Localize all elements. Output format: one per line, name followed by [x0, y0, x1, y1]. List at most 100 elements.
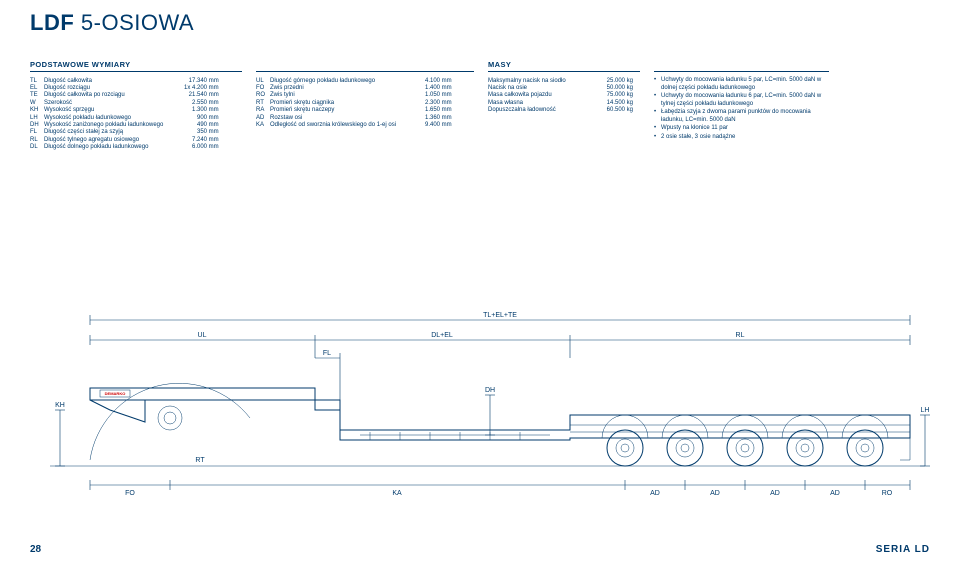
title-suffix: 5-OSIOWA: [81, 10, 194, 35]
dim-rl: RL: [736, 332, 745, 339]
table-row: Dopuszczalna ładowność60.500 kg: [488, 107, 633, 114]
series-label: SERIA LD: [876, 544, 930, 555]
spec-code: AD: [256, 114, 270, 121]
table-row: LHWysokość pokładu ładunkowego900 mm: [30, 114, 219, 121]
mass-value: 25.000 kg: [588, 77, 633, 84]
axle-group: [602, 415, 888, 466]
spec-code: DL: [30, 143, 44, 150]
table-row: FLDługość części stałej za szyją350 mm: [30, 129, 219, 136]
table-row: ROZwis tylni1.050 mm: [256, 92, 452, 99]
table-row: KHWysokość sprzęgu1.300 mm: [30, 107, 219, 114]
spec-value: 9.400 mm: [425, 121, 452, 128]
mass-value: 14.500 kg: [588, 99, 633, 106]
mass-label: Nacisk na osie: [488, 84, 588, 91]
dim-ad1: AD: [650, 490, 660, 497]
mass-value: 60.500 kg: [588, 107, 633, 114]
trailer-diagram: TL+EL+TE UL DL+EL RL FL DH DEMARKO: [30, 310, 930, 510]
spec-code: TL: [30, 77, 44, 84]
list-item: Uchwyty do mocowania ładunku 6 par, LC=m…: [654, 93, 829, 109]
mass-label: Maksymalny nacisk na siodło: [488, 77, 588, 84]
table-row: ADRozstaw osi1.360 mm: [256, 114, 452, 121]
dim-tl-el-te: TL+EL+TE: [483, 312, 517, 319]
spec-label: Wysokość zaniżonego pokładu ładunkowego: [44, 121, 184, 128]
logo-text: DEMARKO: [105, 391, 126, 396]
spec-label: Rozstaw osi: [270, 114, 425, 121]
spec-value: 17.340 mm: [184, 77, 219, 84]
spec-value: 900 mm: [184, 114, 219, 121]
spec-value: 7.240 mm: [184, 136, 219, 143]
dims-header: PODSTAWOWE WYMIARY: [30, 60, 242, 72]
spec-code: FO: [256, 84, 270, 91]
spec-value: 1x 4.200 mm: [184, 84, 219, 91]
table-row: KAOdległość od sworznia królewskiego do …: [256, 121, 452, 128]
table-row: RLDługość tylnego agregatu osiowego7.240…: [30, 136, 219, 143]
spec-label: Długość tylnego agregatu osiowego: [44, 136, 184, 143]
spec-label: Szerokość: [44, 99, 184, 106]
dims-mid-block: ULDługość górnego pokładu ładunkowego4.1…: [256, 60, 474, 151]
title-prefix: LDF: [30, 10, 74, 35]
spec-value: 1.300 mm: [184, 107, 219, 114]
features-list: Uchwyty do mocowania ładunku 5 par, LC=m…: [654, 77, 829, 141]
spec-label: Wysokość pokładu ładunkowego: [44, 114, 184, 121]
table-row: Masa całkowita pojazdu75.000 kg: [488, 92, 633, 99]
dim-ad3: AD: [770, 490, 780, 497]
spec-label: Długość całkowita po rozciągu: [44, 92, 184, 99]
mass-label: Masa całkowita pojazdu: [488, 92, 588, 99]
spec-label: Długość części stałej za szyją: [44, 129, 184, 136]
spec-value: 2.550 mm: [184, 99, 219, 106]
spec-code: FL: [30, 129, 44, 136]
spec-code: TE: [30, 92, 44, 99]
dim-lh: LH: [921, 407, 930, 414]
dim-rt: RT: [195, 457, 205, 464]
page-title: LDF 5-OSIOWA: [30, 10, 194, 36]
spec-value: 1.400 mm: [425, 84, 452, 91]
spec-label: Długość dolnego pokładu ładunkowego: [44, 143, 184, 150]
list-item: Wpusty na kłonice 11 par: [654, 125, 829, 133]
spec-value: 6.000 mm: [184, 143, 219, 150]
mass-table: Maksymalny nacisk na siodło25.000 kgNaci…: [488, 77, 633, 114]
dim-ad2: AD: [710, 490, 720, 497]
table-row: TLDługość całkowita17.340 mm: [30, 77, 219, 84]
spec-label: Długość rozciągu: [44, 84, 184, 91]
spec-value: 350 mm: [184, 129, 219, 136]
spec-value: 1.360 mm: [425, 114, 452, 121]
mass-value: 50.000 kg: [588, 84, 633, 91]
list-item: 2 osie stałe, 3 osie nadążne: [654, 134, 829, 142]
features-header: [654, 60, 829, 72]
specs-container: PODSTAWOWE WYMIARY TLDługość całkowita17…: [30, 60, 829, 151]
dim-ka: KA: [392, 490, 402, 497]
spec-code: W: [30, 99, 44, 106]
spec-label: Odległość od sworznia królewskiego do 1-…: [270, 121, 425, 128]
table-row: Masa własna14.500 kg: [488, 99, 633, 106]
spec-label: Zwis tylni: [270, 92, 425, 99]
dim-ul: UL: [198, 332, 207, 339]
dim-dl-el: DL+EL: [431, 332, 453, 339]
spec-code: UL: [256, 77, 270, 84]
table-row: DLDługość dolnego pokładu ładunkowego6.0…: [30, 143, 219, 150]
dim-kh: KH: [55, 402, 65, 409]
mass-header: MASY: [488, 60, 640, 72]
mass-block: MASY Maksymalny nacisk na siodło25.000 k…: [488, 60, 640, 151]
dim-fo: FO: [125, 490, 135, 497]
table-row: ULDługość górnego pokładu ładunkowego4.1…: [256, 77, 452, 84]
dim-dh: DH: [485, 387, 495, 394]
spec-code: RO: [256, 92, 270, 99]
spec-code: RT: [256, 99, 270, 106]
spec-label: Promień skrętu ciągnika: [270, 99, 425, 106]
spec-value: 1.050 mm: [425, 92, 452, 99]
spec-code: KH: [30, 107, 44, 114]
spec-code: KA: [256, 121, 270, 128]
mass-label: Masa własna: [488, 99, 588, 106]
spec-code: RA: [256, 107, 270, 114]
spec-code: LH: [30, 114, 44, 121]
table-row: RTPromień skrętu ciągnika2.300 mm: [256, 99, 452, 106]
table-row: Maksymalny nacisk na siodło25.000 kg: [488, 77, 633, 84]
mass-value: 75.000 kg: [588, 92, 633, 99]
table-row: ELDługość rozciągu1x 4.200 mm: [30, 84, 219, 91]
list-item: Uchwyty do mocowania ładunku 5 par, LC=m…: [654, 77, 829, 93]
spec-code: EL: [30, 84, 44, 91]
spec-label: Wysokość sprzęgu: [44, 107, 184, 114]
spec-label: Długość całkowita: [44, 77, 184, 84]
spec-value: 1.650 mm: [425, 107, 452, 114]
dim-fl: FL: [323, 350, 331, 357]
